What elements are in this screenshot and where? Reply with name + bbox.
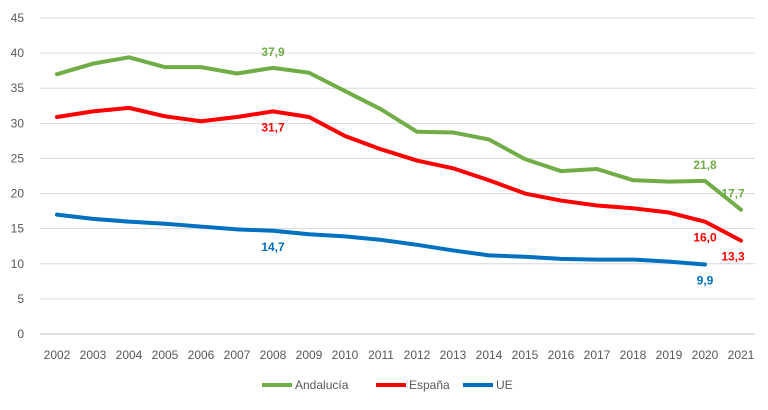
- data-label: 17,7: [721, 187, 745, 201]
- x-tick-label: 2014: [476, 348, 503, 362]
- series-lines: [55, 55, 743, 267]
- data-label: 21,8: [693, 158, 717, 172]
- x-tick-label: 2003: [80, 348, 107, 362]
- y-tick-label: 20: [11, 187, 25, 201]
- x-tick-label: 2021: [728, 348, 755, 362]
- series-line-0: [55, 55, 743, 212]
- x-tick-label: 2015: [512, 348, 539, 362]
- data-label: 16,0: [693, 231, 717, 245]
- x-tick-label: 2008: [260, 348, 287, 362]
- x-axis-ticks: 2002 2003 2004 2005 2006 2007 2008 2009 2010 2011…: [44, 348, 755, 362]
- x-tick-label: 2018: [620, 348, 647, 362]
- data-label: 9,9: [697, 273, 714, 287]
- y-tick-label: 40: [11, 46, 25, 60]
- x-tick-label: 2009: [296, 348, 323, 362]
- y-tick-label: 25: [11, 151, 25, 165]
- legend: Andalucía España UE: [262, 378, 513, 392]
- data-label: 13,3: [721, 250, 745, 264]
- x-tick-label: 2005: [152, 348, 179, 362]
- y-tick-label: 0: [17, 327, 24, 341]
- x-tick-label: 2006: [188, 348, 215, 362]
- y-tick-label: 35: [11, 81, 25, 95]
- x-tick-label: 2004: [116, 348, 143, 362]
- x-tick-label: 2010: [332, 348, 359, 362]
- legend-label: UE: [496, 378, 513, 392]
- data-label: 37,9: [261, 45, 285, 59]
- gridlines: [40, 17, 755, 335]
- x-tick-label: 2013: [440, 348, 467, 362]
- x-tick-label: 2016: [548, 348, 575, 362]
- x-tick-label: 2020: [692, 348, 719, 362]
- y-tick-label: 45: [11, 11, 25, 25]
- y-tick-label: 30: [11, 116, 25, 130]
- x-tick-label: 2019: [656, 348, 683, 362]
- legend-label: Andalucía: [295, 378, 349, 392]
- x-tick-label: 2017: [584, 348, 611, 362]
- data-labels: 37,9 21,8 17,7 31,7 16,0 13,3 14,7 9,9: [261, 45, 745, 288]
- y-tick-label: 15: [11, 222, 25, 236]
- series-line-1: [55, 105, 743, 243]
- legend-label: España: [409, 378, 450, 392]
- data-label: 14,7: [261, 240, 285, 254]
- series-line-2: [55, 212, 707, 267]
- x-tick-label: 2012: [404, 348, 431, 362]
- x-tick-label: 2002: [44, 348, 71, 362]
- x-tick-label: 2011: [368, 348, 394, 362]
- y-tick-label: 5: [17, 292, 24, 306]
- y-tick-label: 10: [11, 257, 25, 271]
- data-label: 31,7: [261, 120, 285, 134]
- y-axis-ticks: 0 5 10 15 20 25 30 35 40 45: [11, 11, 25, 341]
- x-tick-label: 2007: [224, 348, 251, 362]
